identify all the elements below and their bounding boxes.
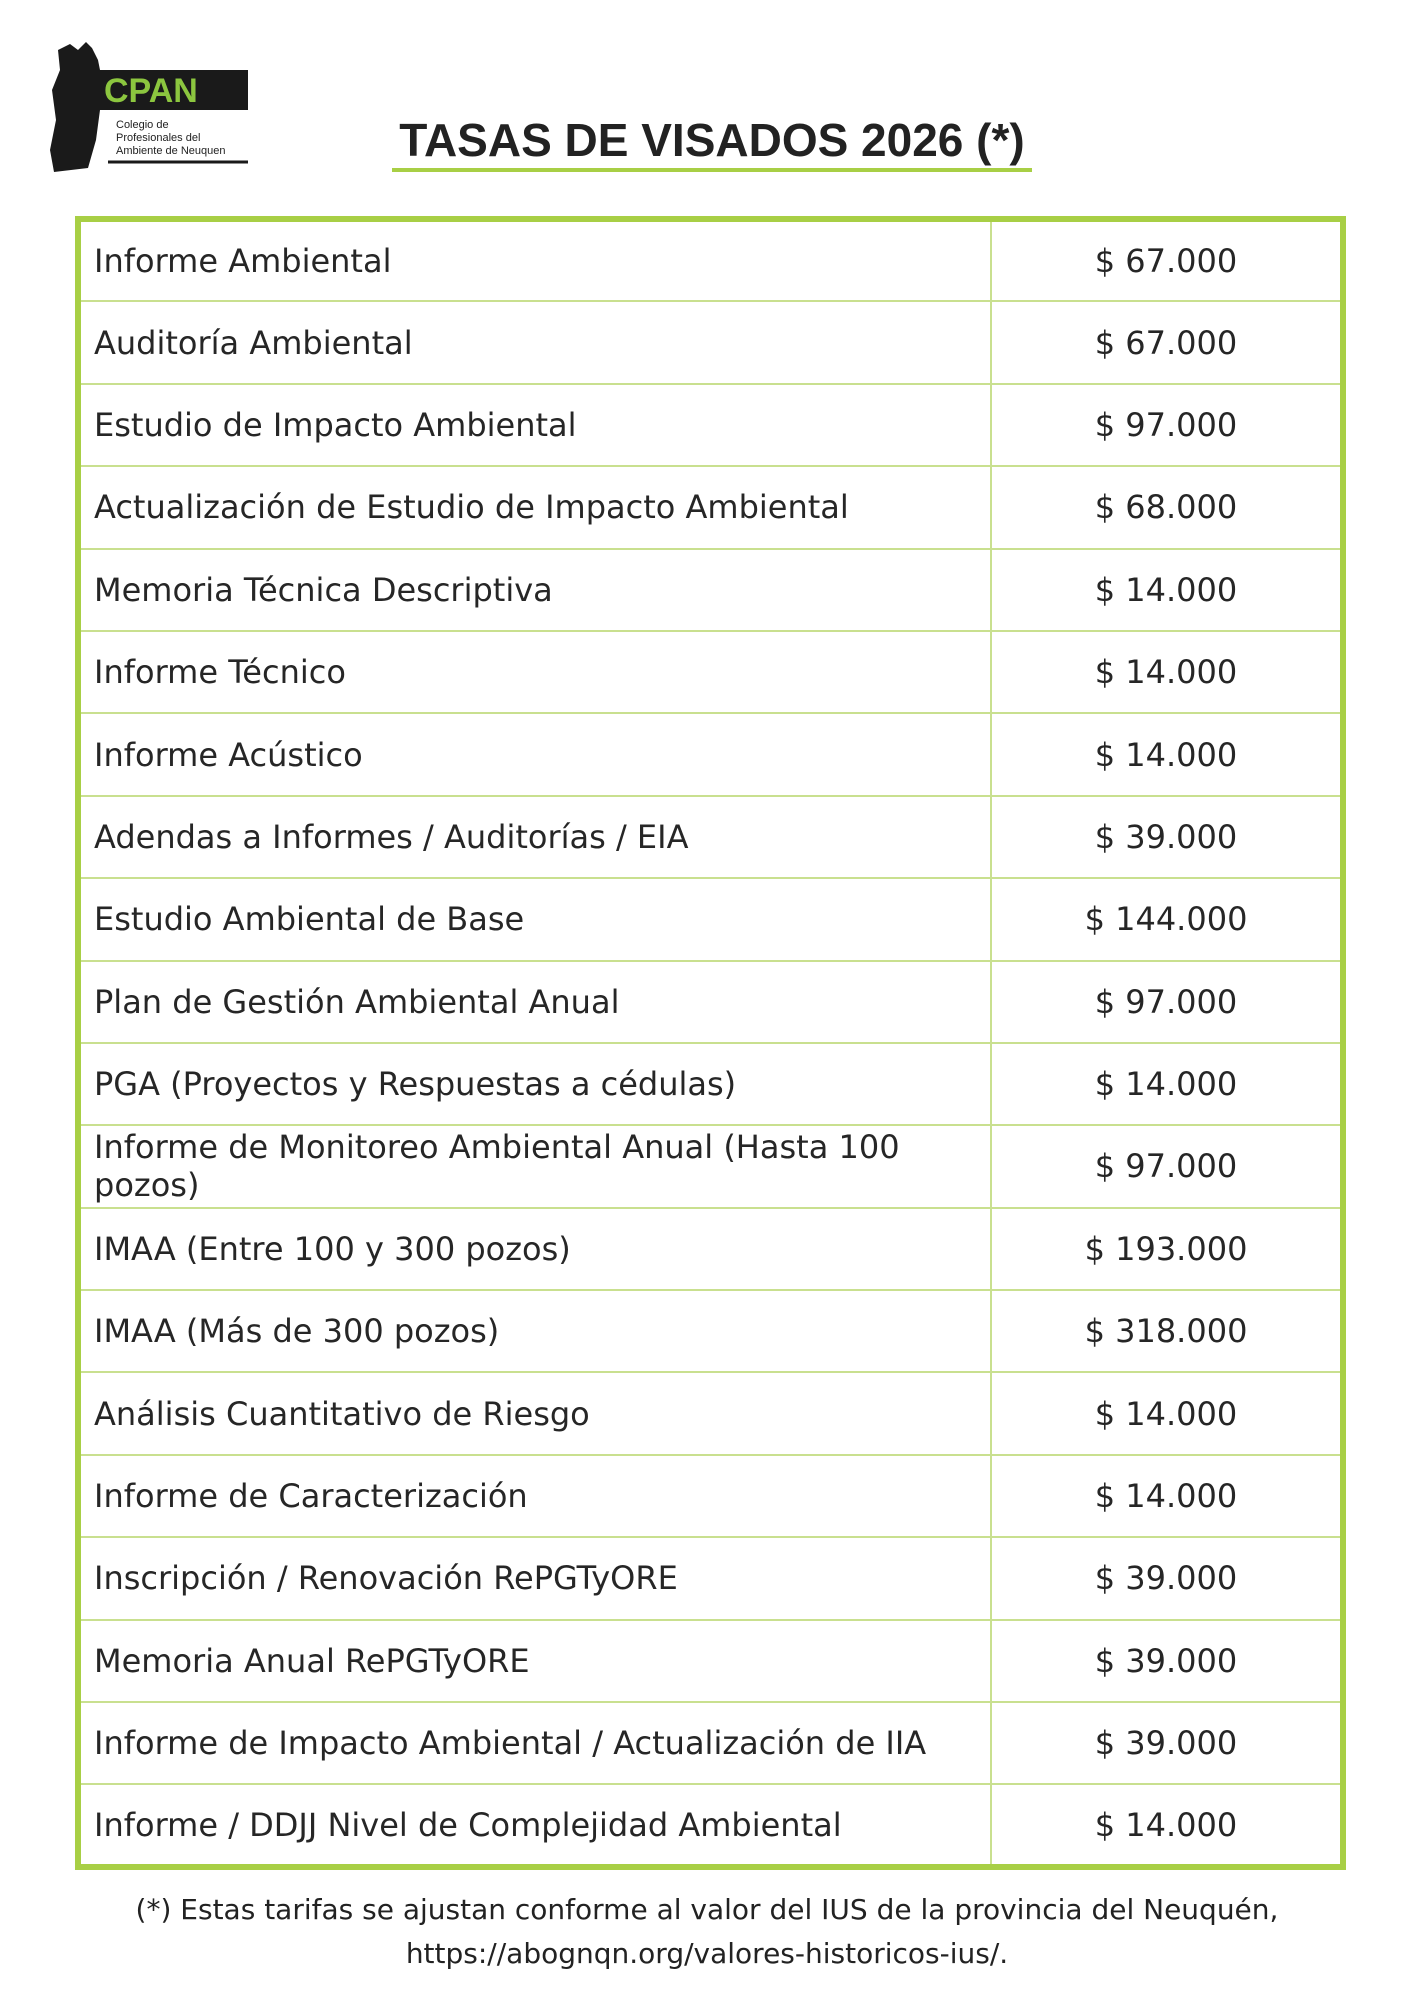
table-row: Plan de Gestión Ambiental Anual $ 97.000 [77, 959, 1344, 1044]
service-name: Memoria Técnica Descriptiva [77, 547, 992, 632]
table-row: Análisis Cuantitativo de Riesgo $ 14.000 [77, 1371, 1344, 1456]
fee: $ 97.000 [990, 382, 1344, 468]
service-name: Informe de Impacto Ambiental / Actualiza… [77, 1701, 992, 1786]
fee: $ 14.000 [990, 547, 1344, 632]
service-name: Informe Acústico [77, 712, 992, 797]
footnote-line: (*) Estas tarifas se ajustan conforme al… [135, 1893, 1279, 1926]
fee: $ 39.000 [990, 1536, 1344, 1621]
fee: $ 14.000 [990, 1783, 1344, 1868]
fee: $ 68.000 [990, 465, 1344, 550]
fee: $ 14.000 [990, 1371, 1344, 1456]
logo-silhouette [50, 42, 102, 172]
fee-table: Informe Ambiental $ 67.000 Auditoría Ambie… [75, 216, 1346, 1870]
table-row: Actualización de Estudio de Impacto Ambi… [77, 465, 1344, 550]
service-name: Estudio Ambiental de Base [77, 877, 992, 962]
table-row: Informe Ambiental $ 67.000 [77, 217, 1344, 303]
fee: $ 14.000 [990, 629, 1344, 715]
fee: $ 39.000 [990, 794, 1344, 880]
table-row: Informe / DDJJ Nivel de Complejidad Ambi… [77, 1783, 1344, 1868]
table-row: Estudio de Impacto Ambiental $ 97.000 [77, 382, 1344, 468]
service-name: Estudio de Impacto Ambiental [77, 382, 992, 468]
table-row: Adendas a Informes / Auditorías / EIA $ 3… [77, 794, 1344, 880]
fee: $ 193.000 [990, 1206, 1344, 1292]
table-row: Informe de Caracterización $ 14.000 [77, 1453, 1344, 1539]
service-name: IMAA (Más de 300 pozos) [77, 1289, 992, 1374]
logo-line: Colegio de [116, 119, 169, 131]
footnote-line: https://abognqn.org/valores-historicos-i… [405, 1937, 1009, 1970]
table-row: Informe de Monitoreo Ambiental Anual (Ha… [77, 1124, 1344, 1209]
title: TASAS DE VISADOS 2026 (*) [392, 112, 1032, 172]
service-name: Actualización de Estudio de Impacto Ambi… [77, 465, 992, 550]
logo-box [98, 70, 248, 110]
footnote: (*) Estas tarifas se ajustan conforme al… [0, 1888, 1414, 1976]
logo: CPAN Colegio de Profesionales del Ambien… [50, 42, 248, 172]
service-name: Informe Ambiental [77, 217, 992, 303]
service-name: Auditoría Ambiental [77, 300, 992, 385]
service-name: Inscripción / Renovación RePGTyORE [77, 1536, 992, 1621]
table-row: Memoria Técnica Descriptiva $ 14.000 [77, 547, 1344, 632]
logo-name: CPAN [104, 72, 198, 110]
service-name: Plan de Gestión Ambiental Anual [77, 959, 992, 1044]
service-name: Informe Técnico [77, 629, 992, 715]
table-row: IMAA (Entre 100 y 300 pozos) $ 193.000 [77, 1206, 1344, 1292]
table-row: Estudio Ambiental de Base $ 144.000 [77, 877, 1344, 962]
logo-line: Profesionales del [116, 132, 200, 144]
fee: $ 14.000 [990, 1041, 1344, 1127]
table-row: Informe Acústico $ 14.000 [77, 712, 1344, 797]
service-name: Adendas a Informes / Auditorías / EIA [77, 794, 992, 880]
fee: $ 318.000 [990, 1289, 1344, 1374]
fee: $ 14.000 [990, 1453, 1344, 1539]
table-row: Memoria Anual RePGTyORE $ 39.000 [77, 1618, 1344, 1704]
service-name: IMAA (Entre 100 y 300 pozos) [77, 1206, 992, 1292]
table-row: IMAA (Más de 300 pozos) $ 318.000 [77, 1289, 1344, 1374]
fee: $ 67.000 [990, 300, 1344, 385]
fee: $ 39.000 [990, 1701, 1344, 1786]
service-name: PGA (Proyectos y Respuestas a cédulas) [77, 1041, 992, 1127]
table-row: Informe de Impacto Ambiental / Actualiza… [77, 1701, 1344, 1786]
fee: $ 144.000 [990, 877, 1344, 962]
service-name: Informe de Caracterización [77, 1453, 992, 1539]
table-row: PGA (Proyectos y Respuestas a cédulas) $ … [77, 1041, 1344, 1127]
service-name: Informe de Monitoreo Ambiental Anual (Ha… [77, 1124, 992, 1209]
table-row: Auditoría Ambiental $ 67.000 [77, 300, 1344, 385]
service-name: Informe / DDJJ Nivel de Complejidad Ambi… [77, 1783, 992, 1868]
fee: $ 39.000 [990, 1618, 1344, 1704]
logo-line: Ambiente de Neuquen [116, 145, 225, 157]
fee: $ 97.000 [990, 1124, 1344, 1209]
service-name: Memoria Anual RePGTyORE [77, 1618, 992, 1704]
fee: $ 67.000 [990, 217, 1344, 303]
fee: $ 14.000 [990, 712, 1344, 797]
table-row: Informe Técnico $ 14.000 [77, 629, 1344, 715]
fee: $ 97.000 [990, 959, 1344, 1044]
table-row: Inscripción / Renovación RePGTyORE $ 39.0… [77, 1536, 1344, 1621]
service-name: Análisis Cuantitativo de Riesgo [77, 1371, 992, 1456]
